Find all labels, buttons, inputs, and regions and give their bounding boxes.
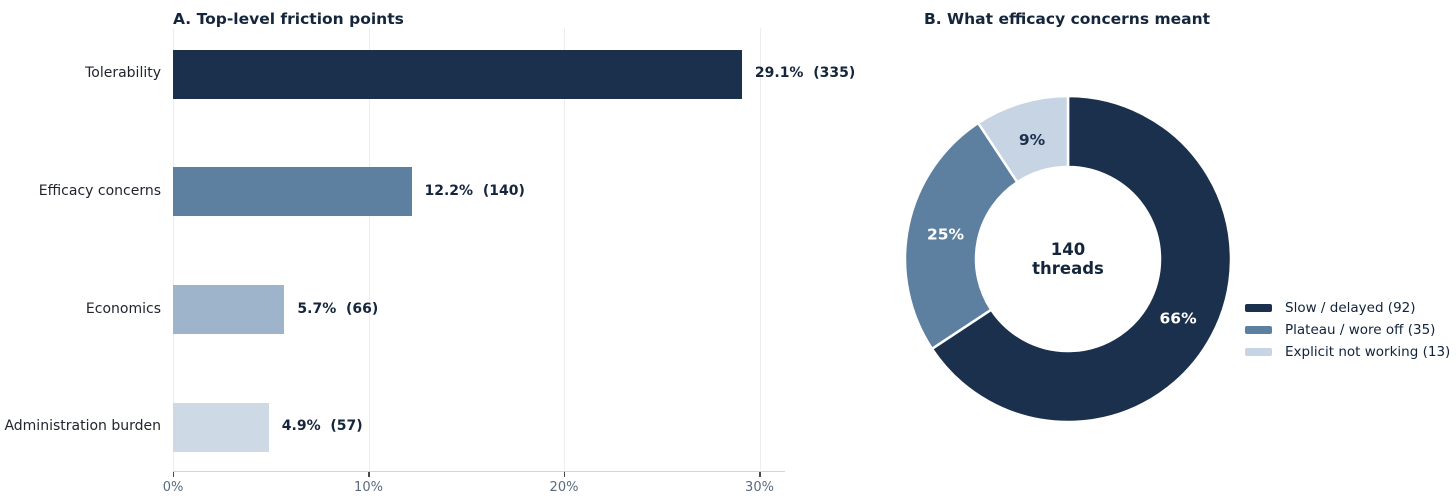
- donut-center-label-line1: 140: [1051, 240, 1085, 259]
- donut-slice-pct-label: 9%: [1019, 131, 1046, 149]
- donut-chart-title: B. What efficacy concerns meant: [923, 10, 1211, 28]
- x-axis-tick: [563, 472, 565, 477]
- x-axis-line: [173, 471, 785, 472]
- legend-item-2: Explicit not working (13): [1245, 341, 1450, 363]
- legend-item-label: Slow / delayed (92): [1285, 300, 1416, 316]
- donut-slice-2: [976, 94, 1070, 184]
- gridline: [173, 28, 174, 471]
- bar-category-label: Efficacy concerns: [38, 182, 161, 199]
- x-axis-tick-label: 10%: [354, 480, 383, 495]
- x-axis-tick: [368, 472, 370, 477]
- x-axis-tick: [759, 472, 761, 477]
- x-axis-tick-label: 20%: [549, 480, 579, 495]
- donut-center-label-line2: threads: [1032, 259, 1104, 278]
- legend-swatch-icon: [1245, 326, 1272, 334]
- bar-chart-title: A. Top-level friction points: [173, 10, 404, 28]
- gridline: [368, 28, 370, 471]
- bar-administration-burden: [173, 402, 269, 452]
- x-axis-tick: [172, 472, 174, 477]
- legend-item-label: Plateau / wore off (35): [1285, 322, 1436, 338]
- gridline: [564, 28, 565, 471]
- bar-economics: [173, 285, 285, 335]
- donut-slice-pct-label: 25%: [927, 225, 965, 243]
- donut-slice-1: [903, 121, 1019, 351]
- donut-legend: Slow / delayed (92) Plateau / wore off (3…: [1245, 297, 1450, 363]
- bar-category-label: Tolerability: [85, 65, 161, 81]
- bar-value-label: 5.7% (66): [297, 300, 379, 317]
- bar-category-label: Economics: [85, 300, 161, 317]
- legend-item-0: Slow / delayed (92): [1245, 297, 1450, 319]
- bar-efficacy-concerns: [173, 167, 412, 217]
- bar-value-label: 4.9% (57): [281, 418, 363, 435]
- x-axis-tick-label: 0%: [162, 480, 184, 495]
- bar-value-label: 29.1% (335): [754, 65, 856, 81]
- bar-value-label: 12.2% (140): [424, 182, 525, 199]
- legend-item-1: Plateau / wore off (35): [1245, 319, 1450, 341]
- legend-swatch-icon: [1245, 304, 1272, 312]
- donut-slice-0: [930, 94, 1233, 424]
- donut-slice-pct-label: 66%: [1160, 310, 1198, 328]
- bar-category-label: Administration burden: [4, 418, 161, 435]
- x-axis-tick-label: 30%: [745, 480, 774, 495]
- bar-tolerability: [173, 49, 742, 99]
- legend-swatch-icon: [1245, 348, 1272, 356]
- gridline: [759, 28, 761, 471]
- legend-item-label: Explicit not working (13): [1285, 344, 1451, 360]
